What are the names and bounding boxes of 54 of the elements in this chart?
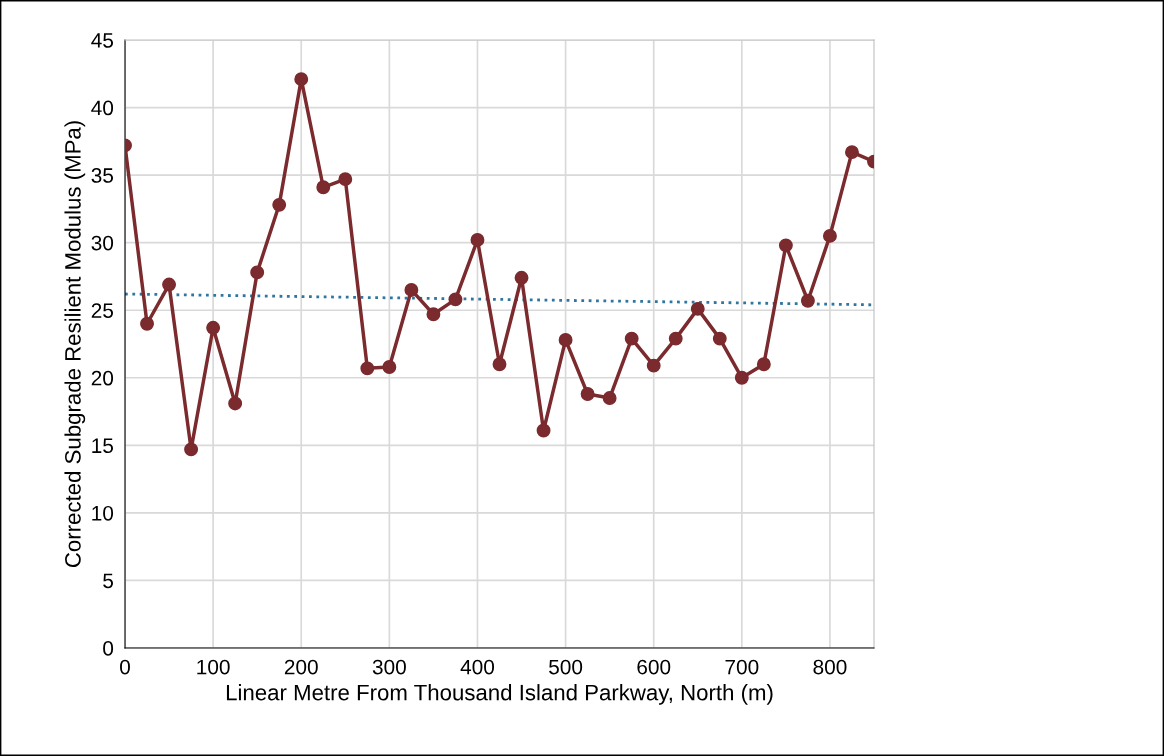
y-tick-label: 40 (91, 100, 114, 116)
y-tick-label: 0 (103, 641, 114, 656)
x-tick-label: 600 (637, 659, 671, 675)
x-tick-label: 700 (725, 659, 759, 675)
x-axis-title: Linear Metre From Thousand Island Parkway, North (m) (226, 684, 773, 705)
point (382, 360, 397, 374)
point (404, 283, 419, 297)
y-axis-title: Corrected Subgrade Resilient Modulus (MPa) (64, 121, 86, 568)
point (206, 320, 221, 335)
y-tick-label: 5 (103, 573, 114, 589)
point (800, 293, 815, 308)
point (426, 307, 441, 322)
y-tick-label: 20 (91, 370, 114, 386)
x-tick-label: 200 (284, 659, 318, 675)
y-tick-label: 35 (91, 168, 114, 183)
point (624, 331, 639, 346)
point (668, 331, 683, 346)
x-tick-label: 500 (549, 659, 583, 675)
point (492, 357, 507, 372)
y-tick-label: 30 (91, 235, 114, 251)
point (580, 387, 595, 401)
point (250, 265, 265, 280)
point (845, 145, 859, 160)
y-tick-label: 45 (91, 33, 114, 48)
point (690, 301, 705, 316)
point (316, 180, 331, 195)
point (272, 197, 287, 212)
point (646, 358, 661, 373)
point (360, 361, 375, 376)
point (558, 333, 573, 347)
point (536, 423, 551, 438)
x-tick-label: 100 (197, 659, 230, 675)
point (448, 292, 463, 307)
x-tick-label: 0 (120, 659, 130, 675)
y-tick-label: 25 (91, 303, 114, 318)
point (778, 238, 793, 253)
y-tick-label: 15 (92, 438, 114, 454)
point (294, 72, 309, 87)
point (514, 270, 529, 285)
x-tick-label: 800 (813, 659, 847, 675)
point (756, 357, 771, 372)
point (734, 370, 749, 385)
point (822, 228, 837, 243)
point (338, 172, 353, 187)
y-tick-label: 10 (92, 505, 114, 521)
point (470, 233, 485, 247)
point (184, 442, 199, 457)
point (162, 277, 177, 292)
x-tick-label: 400 (460, 659, 495, 675)
point (140, 316, 154, 331)
point (228, 396, 243, 411)
point (712, 331, 727, 346)
x-tick-label: 300 (372, 659, 406, 675)
point (602, 391, 617, 405)
